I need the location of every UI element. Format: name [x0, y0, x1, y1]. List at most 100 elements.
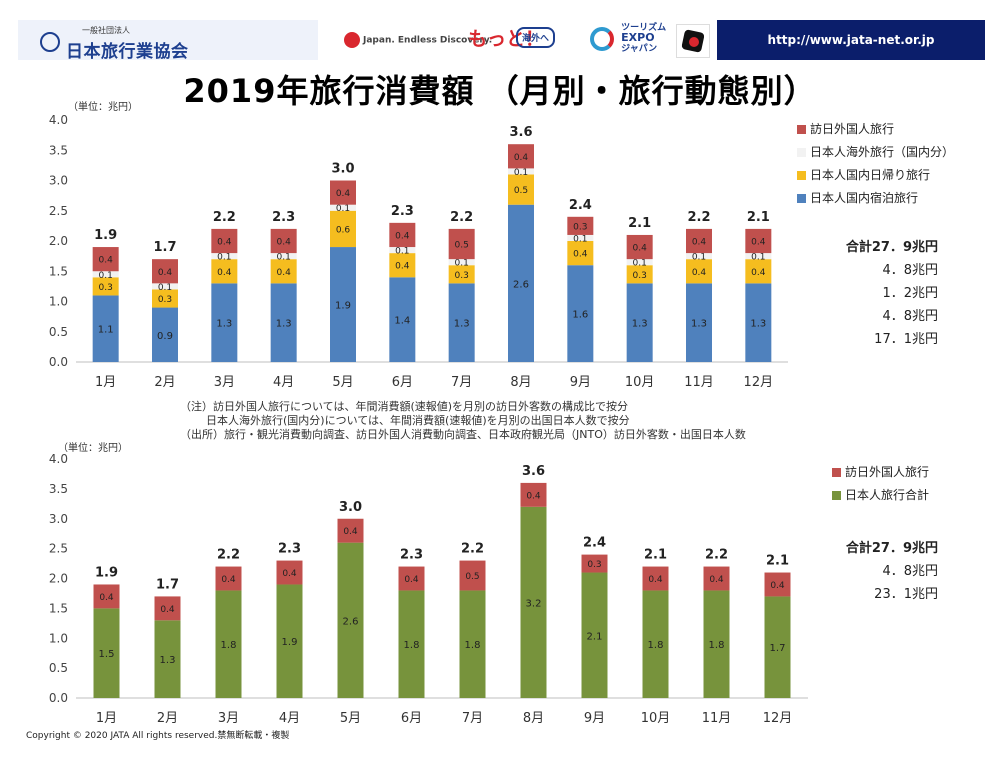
bar-segment: [152, 289, 178, 308]
bar-value-label: 0.1: [633, 259, 647, 269]
org-logo[interactable]: 一般社団法人 日本旅行業協会: [18, 20, 318, 62]
bar-value-label: 0.4: [158, 268, 173, 278]
bar-value-label: 0.1: [217, 253, 231, 263]
chart1-total-item: 17．1兆円: [874, 332, 938, 347]
bar-value-label: 2.6: [343, 616, 359, 627]
bar-segment: [276, 584, 303, 698]
bar-total-label: 2.4: [569, 198, 592, 213]
bar-segment: [508, 168, 534, 175]
bar-value-label: 0.1: [277, 253, 291, 263]
x-category-label: 12月: [763, 711, 793, 726]
bar-value-label: 0.3: [573, 222, 587, 232]
legend-item: 訪日外国人旅行: [797, 118, 954, 141]
chart2-grand-total: 合計27．9兆円: [845, 541, 938, 556]
bar-value-label: 0.4: [336, 189, 351, 199]
bar-value-label: 1.3: [691, 319, 707, 330]
bar-value-label: 0.4: [573, 250, 588, 260]
bar-segment: [520, 482, 547, 507]
org-name: 日本旅行業協会: [66, 42, 189, 62]
x-category-label: 3月: [218, 711, 239, 726]
bar-total-label: 2.1: [628, 216, 651, 231]
legend-label: 日本人国内日帰り旅行: [810, 168, 931, 182]
bar-total-label: 2.1: [747, 210, 770, 225]
bar-value-label: 0.4: [282, 569, 297, 579]
legend-item: 日本人国内日帰り旅行: [797, 164, 954, 187]
bar-segment: [626, 234, 653, 260]
bar-segment: [567, 234, 594, 241]
bar-value-label: 3.2: [526, 598, 542, 609]
bar-value-label: 1.6: [572, 310, 588, 321]
bar-total-label: 2.3: [278, 542, 301, 557]
bar-value-label: 0.4: [277, 268, 292, 278]
bar-value-label: 0.4: [751, 238, 766, 248]
bar-value-label: 0.4: [160, 605, 175, 615]
bar-segment: [92, 295, 119, 362]
bar-segment: [330, 204, 356, 211]
bar-segment: [520, 506, 547, 698]
bar-segment: [703, 566, 730, 591]
bar-value-label: 0.1: [336, 204, 350, 214]
y-tick-label: 3.5: [49, 143, 68, 157]
source-note: （出所）旅行・観光消費動向調査、訪日外国人消費動向調査、日本政府観光局（JNTO…: [180, 428, 746, 441]
bar-segment: [448, 259, 475, 266]
motto-kaigai-logo: もっと！: [468, 28, 545, 50]
bar-segment: [764, 596, 791, 698]
copyright: Copyright © 2020 JATA All rights reserve…: [26, 731, 290, 741]
bar-segment: [581, 572, 608, 698]
bar-value-label: 1.4: [394, 316, 410, 327]
legend-label: 日本人旅行合計: [845, 488, 930, 502]
bar-value-label: 0.4: [99, 593, 114, 603]
bar-segment: [686, 283, 712, 362]
bar-value-label: 0.4: [343, 527, 358, 537]
website-url[interactable]: http://www.jata-net.or.jp: [717, 20, 985, 60]
bar-total-label: 2.4: [583, 536, 606, 551]
bar-value-label: 1.3: [750, 319, 766, 330]
bar-segment: [215, 590, 242, 698]
bar-value-label: 0.5: [465, 572, 479, 582]
bar-segment: [459, 560, 486, 591]
x-category-label: 8月: [510, 375, 531, 390]
legend-item: 日本人旅行合計: [832, 484, 929, 507]
x-category-label: 10月: [641, 711, 671, 726]
bar-value-label: 0.4: [395, 231, 410, 241]
bar-total-label: 3.6: [522, 464, 545, 479]
legend-swatch: [832, 468, 841, 477]
bar-segment: [389, 247, 416, 254]
bar-segment: [152, 259, 178, 284]
bar-value-label: 0.3: [455, 271, 469, 281]
kaigai-badge: 海外へ: [516, 27, 556, 48]
bar-value-label: 1.8: [221, 640, 237, 651]
jata-mark-icon: [40, 32, 60, 52]
stacked-bar-chart-by-type: （単位：兆円） 0.0 0.5 1.0 1.5 2.0 2.5 3.0 3.5 4.0 1.1 0.3…: [49, 100, 788, 390]
japan-endless-discovery-logo: Japan. Endless Discovery.: [344, 32, 492, 48]
bar-total-label: 2.2: [461, 542, 484, 557]
bar-segment: [508, 174, 534, 205]
bar-segment: [389, 253, 416, 278]
x-category-label: 9月: [570, 375, 591, 390]
bar-segment: [448, 265, 475, 284]
bar-segment: [686, 253, 712, 260]
legend-item: 日本人海外旅行（国内分）: [797, 141, 954, 164]
bar-value-label: 0.1: [573, 234, 587, 244]
bar-segment: [567, 265, 594, 362]
legend-label: 訪日外国人旅行: [845, 465, 930, 479]
legend-label: 日本人国内宿泊旅行: [810, 191, 919, 205]
bar-segment: [764, 572, 791, 597]
page-title: 2019年旅行消費額 （月別・旅行動態別）: [183, 72, 817, 110]
x-category-label: 1月: [95, 375, 116, 390]
bar-segment: [154, 596, 181, 621]
cherry-blossom-icon: [344, 32, 360, 48]
unit-label: （単位：兆円）: [58, 441, 128, 454]
stacked-bar-chart-japanese-vs-inbound: （単位：兆円） 0.0 0.5 1.0 1.5 2.0 2.5 3.0 3.5 4.0 1.5 0.4…: [49, 441, 808, 726]
tourism-expo-logo: ツーリズム EXPO ジャパン: [590, 23, 666, 54]
x-category-label: 11月: [684, 375, 714, 390]
y-tick-label: 2.5: [49, 542, 68, 556]
bar-segment: [93, 608, 120, 698]
x-category-label: 5月: [332, 375, 353, 390]
bar-value-label: 1.1: [98, 325, 114, 336]
y-tick-label: 4.0: [49, 452, 68, 466]
bar-value-label: 0.4: [709, 575, 724, 585]
bar-segment: [389, 222, 416, 248]
partner-logos: Japan. Endless Discovery. もっと！ 海外へ ツーリズム…: [338, 20, 716, 60]
bar-total-label: 3.6: [509, 125, 532, 140]
